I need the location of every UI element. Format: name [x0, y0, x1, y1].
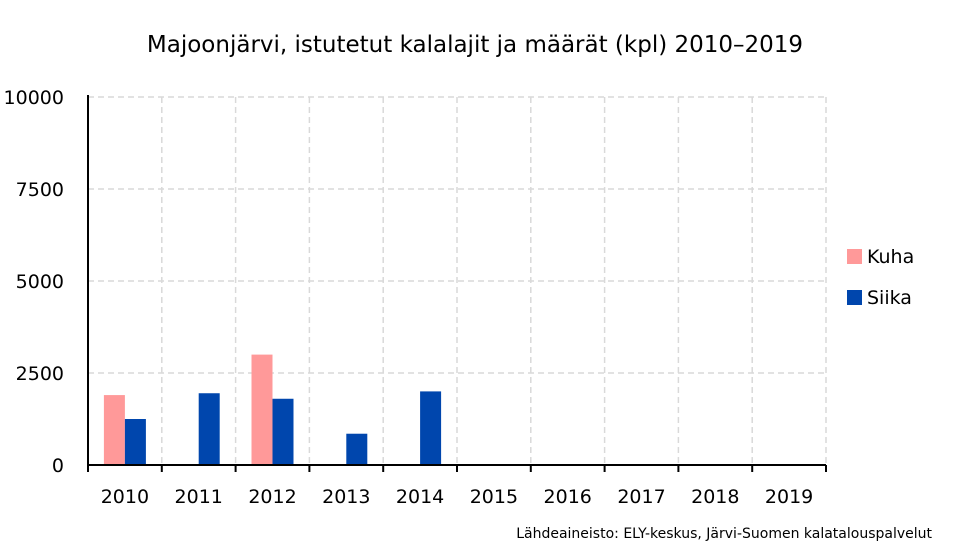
bar-siika-2013 [346, 433, 368, 465]
x-tick-labels: 2010 2011 2012 2013 2014 2015 2016 2017 2018 2019 [101, 486, 814, 508]
x-tick-label: 2016 [544, 486, 592, 508]
bar-siika-2011 [198, 393, 220, 465]
x-tick-label: 2012 [248, 486, 296, 508]
legend-swatch-siika [847, 290, 862, 305]
x-tick-label: 2013 [322, 486, 370, 508]
y-tick-label: 7500 [16, 179, 64, 201]
legend: Kuha Siika [847, 246, 914, 309]
chart-title: Majoonjärvi, istutetut kalalajit ja määr… [147, 32, 803, 58]
x-tick-label: 2011 [175, 486, 223, 508]
x-tick-label: 2015 [470, 486, 518, 508]
y-tick-label: 0 [52, 455, 64, 477]
grid-lines [88, 96, 827, 465]
legend-label-siika: Siika [867, 287, 912, 309]
source-note: Lähdeaineisto: ELY-keskus, Järvi-Suomen … [516, 526, 932, 542]
bar-siika-2014 [420, 391, 442, 465]
y-tick-labels: 0 2500 5000 7500 10000 [4, 87, 64, 477]
legend-label-kuha: Kuha [867, 246, 914, 268]
y-tick-label: 2500 [16, 363, 64, 385]
y-tick-label: 10000 [4, 87, 64, 109]
bars [103, 354, 442, 465]
bar-siika-2010 [124, 419, 146, 465]
x-tick-label: 2019 [765, 486, 813, 508]
y-tick-label: 5000 [16, 271, 64, 293]
bar-siika-2012 [272, 398, 294, 465]
axes [87, 95, 827, 472]
legend-swatch-kuha [847, 249, 862, 264]
bar-kuha-2010 [103, 395, 125, 465]
x-tick-label: 2018 [691, 486, 739, 508]
x-tick-label: 2010 [101, 486, 149, 508]
bar-kuha-2012 [251, 354, 273, 465]
x-tick-label: 2014 [396, 486, 444, 508]
x-tick-label: 2017 [617, 486, 665, 508]
